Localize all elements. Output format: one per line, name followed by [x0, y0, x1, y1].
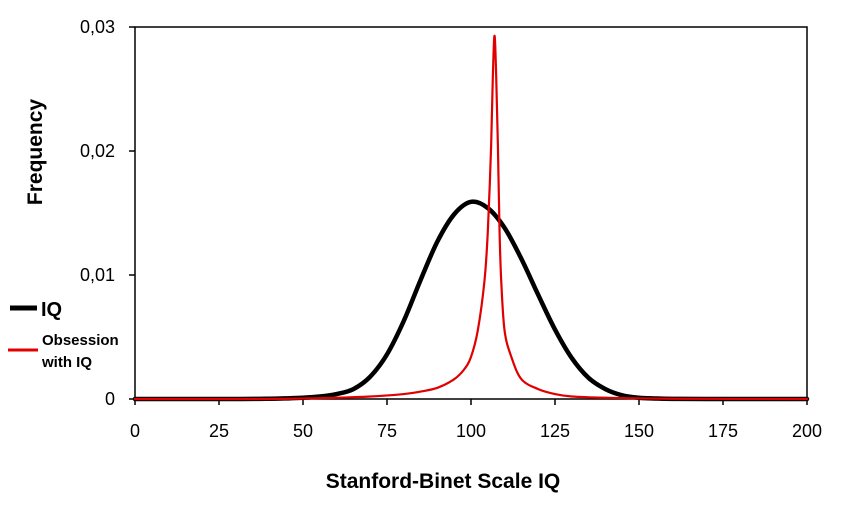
x-tick-label: 100 — [456, 421, 486, 441]
legend-label-obsession: Obsession with IQ — [41, 332, 123, 371]
x-tick-label: 175 — [708, 421, 738, 441]
y-axis-title: Frequency — [24, 99, 47, 206]
y-axis: 0 0,01 0,02 0,03 — [80, 17, 135, 409]
y-tick-label: 0,02 — [80, 141, 115, 161]
x-tick-label: 0 — [130, 421, 140, 441]
y-tick-label: 0,03 — [80, 17, 115, 37]
legend: IQ Obsession with IQ — [8, 299, 123, 371]
x-tick-label: 25 — [209, 421, 229, 441]
y-tick-label: 0,01 — [80, 265, 115, 285]
legend-label-iq: IQ — [41, 299, 62, 321]
series-layer — [132, 34, 810, 402]
y-tick-label: 0 — [105, 389, 115, 409]
x-tick-label: 150 — [624, 421, 654, 441]
series-line-1 — [133, 34, 809, 401]
plot-area — [134, 26, 808, 400]
series-line-0 — [132, 199, 810, 402]
x-tick-label: 50 — [293, 421, 313, 441]
x-axis-title: Stanford-Binet Scale IQ — [326, 470, 561, 493]
x-tick-label: 75 — [377, 421, 397, 441]
x-tick-label: 200 — [792, 421, 822, 441]
x-axis: 0 25 50 75 100 125 150 175 200 — [130, 399, 822, 441]
x-tick-label: 125 — [540, 421, 570, 441]
